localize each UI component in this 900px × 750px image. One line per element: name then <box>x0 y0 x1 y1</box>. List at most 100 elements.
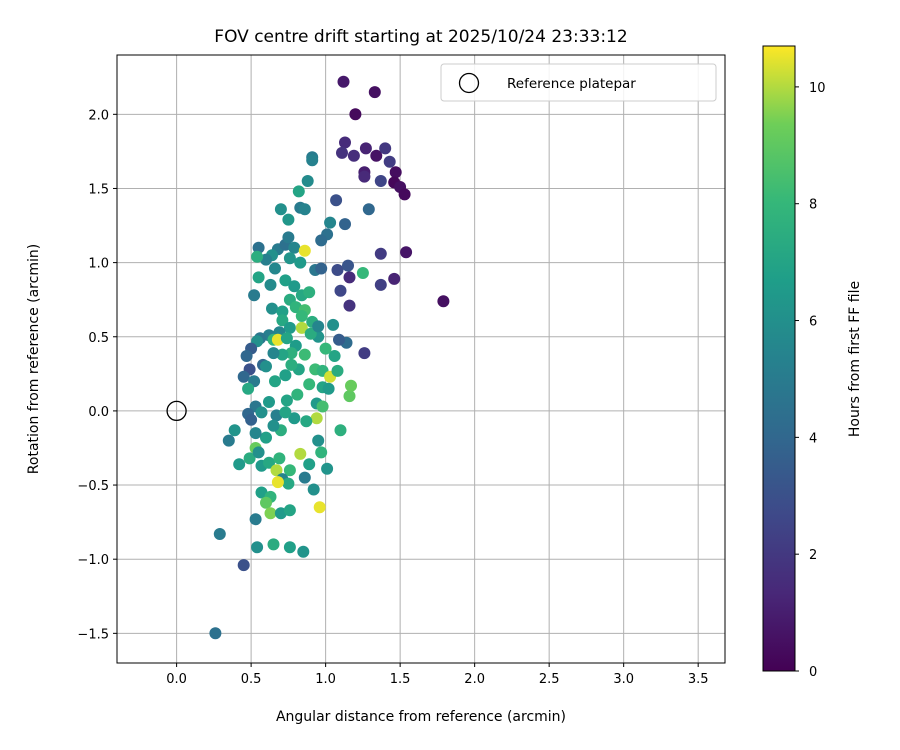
data-point <box>266 302 278 315</box>
data-point <box>276 305 289 318</box>
reference-point <box>166 400 187 422</box>
data-point <box>280 332 293 345</box>
data-point <box>315 234 328 247</box>
y-tick-label: −1.0 <box>77 553 109 568</box>
data-point <box>237 370 250 383</box>
data-point <box>271 333 284 346</box>
data-point <box>249 513 262 526</box>
data-point <box>334 284 347 297</box>
data-point <box>331 264 344 276</box>
data-point <box>327 318 340 331</box>
data-point <box>294 256 307 269</box>
data-point <box>298 244 311 257</box>
legend-box <box>440 63 717 102</box>
data-point <box>359 142 372 155</box>
data-point <box>301 175 314 187</box>
data-point <box>370 149 383 162</box>
data-point <box>324 216 337 229</box>
data-point <box>282 213 295 226</box>
data-point <box>260 431 272 444</box>
data-point <box>315 262 328 275</box>
data-point <box>383 155 396 168</box>
x-axis-ticks: 0.0 0.5 1.0 1.5 2.0 2.5 3.0 3.5 <box>166 663 709 687</box>
reference-marker <box>166 400 187 422</box>
data-point <box>315 446 328 459</box>
data-point <box>339 218 351 231</box>
x-tick-label: 0.5 <box>241 672 262 687</box>
data-point <box>291 388 304 401</box>
data-point <box>343 271 356 284</box>
data-point <box>249 427 262 440</box>
data-point <box>337 75 350 88</box>
data-point <box>362 203 375 216</box>
data-point <box>273 452 286 465</box>
data-point <box>283 504 296 517</box>
data-point <box>298 471 311 484</box>
data-point <box>336 146 348 159</box>
data-point <box>252 271 265 284</box>
data-point <box>345 379 357 392</box>
x-tick-label: 1.0 <box>315 672 336 687</box>
data-point <box>288 280 301 293</box>
data-point <box>303 458 316 471</box>
legend-label: Reference platepar <box>507 76 636 92</box>
data-point <box>368 86 381 99</box>
data-point <box>228 424 241 437</box>
data-point <box>285 358 298 371</box>
data-point <box>342 259 354 272</box>
data-point <box>306 154 319 167</box>
data-point <box>343 390 356 403</box>
x-tick-label: 3.5 <box>688 672 709 687</box>
data-point <box>271 476 284 489</box>
chart-title: FOV centre drift starting at 2025/10/24 … <box>214 27 627 47</box>
data-point <box>333 333 345 346</box>
x-tick-label: 2.0 <box>464 672 485 687</box>
x-axis-label: Angular distance from reference (arcmin) <box>276 709 566 725</box>
colorbar-tick-label: 0 <box>809 665 817 680</box>
data-point <box>347 149 360 162</box>
data-point <box>307 483 320 496</box>
data-point <box>312 320 325 333</box>
y-axis-label: Rotation from reference (arcmin) <box>26 244 42 474</box>
data-point <box>245 413 258 426</box>
legend-marker <box>458 72 480 94</box>
y-tick-label: −1.5 <box>77 627 109 642</box>
data-point <box>358 170 371 183</box>
data-point <box>328 350 341 362</box>
data-point <box>388 272 401 285</box>
data-point <box>379 142 392 155</box>
data-point <box>283 541 296 554</box>
data-point <box>398 188 411 201</box>
data-point <box>237 559 250 572</box>
data-point <box>252 241 265 254</box>
data-point <box>303 286 316 299</box>
data-point <box>321 462 334 475</box>
data-point <box>374 175 387 187</box>
data-point <box>288 241 301 254</box>
data-points <box>209 75 450 640</box>
y-axis-ticks: −1.5 −1.0 −0.5 0.0 0.5 1.0 1.5 2.0 <box>77 108 117 642</box>
data-point <box>260 360 272 373</box>
data-point <box>292 185 305 198</box>
colorbar-label: Hours from first FF file <box>847 281 863 437</box>
data-point <box>295 310 308 322</box>
data-point <box>279 274 292 287</box>
data-point <box>288 412 301 425</box>
data-point <box>297 545 310 558</box>
data-point <box>263 456 275 469</box>
data-point <box>222 434 235 447</box>
data-point <box>283 321 296 334</box>
data-point <box>264 278 277 291</box>
data-point <box>322 382 335 395</box>
x-tick-label: 2.5 <box>539 672 560 687</box>
y-tick-label: 2.0 <box>88 108 109 123</box>
data-point <box>213 528 226 540</box>
data-point <box>276 348 289 361</box>
data-point <box>282 231 295 244</box>
data-point <box>285 347 298 360</box>
data-point <box>255 406 268 419</box>
data-point <box>294 447 307 460</box>
x-tick-label: 0.0 <box>166 672 187 687</box>
data-point <box>334 424 347 437</box>
